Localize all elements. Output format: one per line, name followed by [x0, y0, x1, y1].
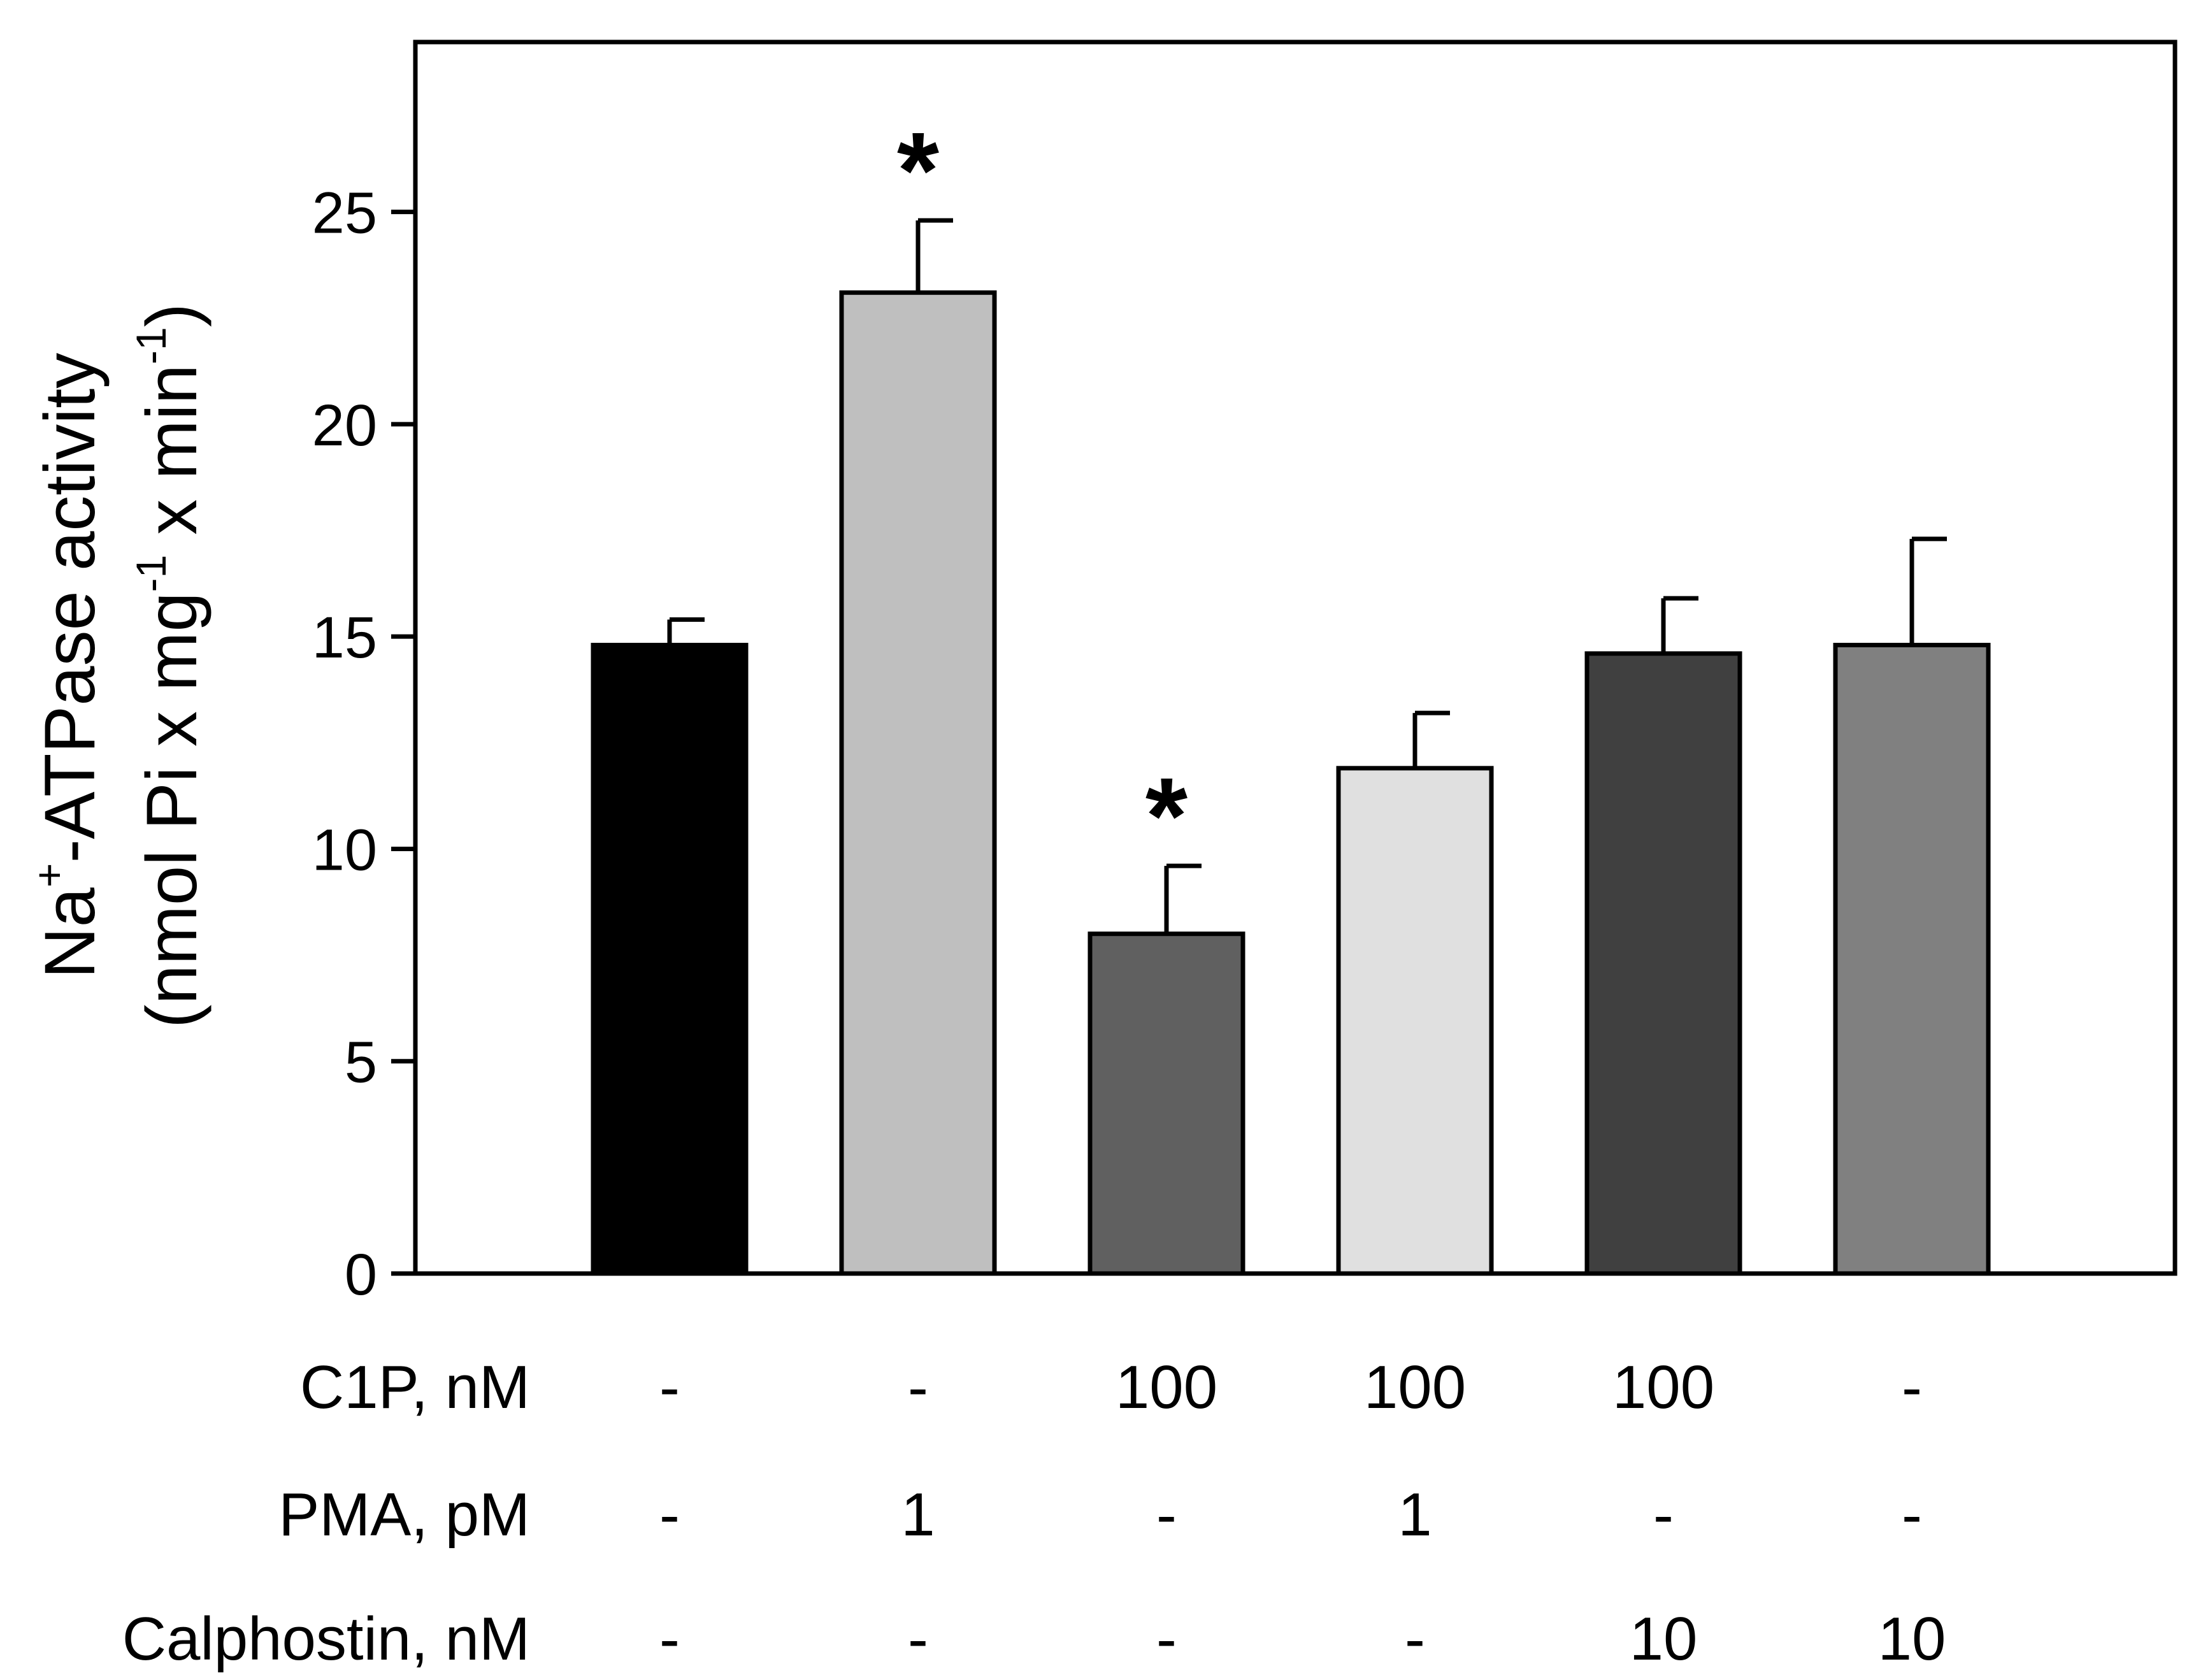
- y-axis-units-b: x min: [132, 364, 212, 555]
- treatment-table: C1P, nM - - 100 100 100 - PMA, pM - 1 - 1 - - Calphost…: [122, 1353, 1946, 1673]
- bar-4: [1336, 766, 1494, 1276]
- y-tick-label-0: 0: [345, 1242, 377, 1307]
- treatment-row-label-3: Calphostin, nM: [122, 1605, 530, 1673]
- y-axis: 0 5 10 15 20 25: [312, 181, 415, 1307]
- y-tick-label-10: 10: [312, 817, 377, 882]
- treatment-cell-3-6: 10: [1878, 1605, 1946, 1673]
- treatment-cell-2-4: 1: [1398, 1481, 1432, 1549]
- treatment-cell-3-5: 10: [1630, 1605, 1698, 1673]
- y-axis-label-sup-plus: +: [25, 863, 73, 888]
- y-axis-label: Na+-ATPase activity: [25, 353, 110, 979]
- bar-2: [839, 290, 997, 1276]
- significance-marker-2: *: [897, 110, 939, 231]
- significance-markers: **: [897, 110, 1188, 877]
- treatment-cell-3-3: -: [1156, 1605, 1177, 1673]
- treatment-cell-2-5: -: [1653, 1481, 1674, 1549]
- bar-6: [1833, 643, 1991, 1276]
- y-axis-label-activity: -ATPase activity: [30, 353, 110, 863]
- treatment-cell-2-3: -: [1156, 1481, 1177, 1549]
- y-tick-label-5: 5: [345, 1030, 377, 1095]
- treatment-cell-3-1: -: [659, 1605, 680, 1673]
- treatment-cell-1-4: 100: [1364, 1353, 1466, 1421]
- treatment-row-label-2: PMA, pM: [278, 1481, 530, 1549]
- treatment-cell-3-2: -: [908, 1605, 928, 1673]
- treatment-cell-2-1: -: [659, 1481, 680, 1549]
- y-tick-label-20: 20: [312, 393, 377, 458]
- plot-frame: [413, 39, 2178, 1276]
- y-axis-units-sup1: -1: [127, 555, 175, 592]
- y-axis-label-na: Na: [30, 887, 110, 979]
- bar-5: [1584, 651, 1742, 1276]
- treatment-row-label-1: C1P, nM: [300, 1353, 530, 1421]
- treatment-cell-1-5: 100: [1612, 1353, 1714, 1421]
- treatment-cell-3-4: -: [1405, 1605, 1425, 1673]
- treatment-cell-1-2: -: [908, 1353, 928, 1421]
- y-axis-units-a: (nmol Pi x mg: [132, 592, 212, 1028]
- error-bars: [667, 218, 1947, 934]
- bars: [591, 290, 1991, 1276]
- bar-3: [1087, 931, 1245, 1276]
- y-axis-units-sup2: -1: [127, 327, 175, 364]
- treatment-cell-2-2: 1: [901, 1481, 935, 1549]
- significance-marker-3: *: [1145, 756, 1188, 877]
- y-axis-units-c: ): [132, 303, 212, 327]
- bar-1: [591, 643, 749, 1276]
- treatment-cell-1-3: 100: [1116, 1353, 1217, 1421]
- treatment-cell-1-1: -: [659, 1353, 680, 1421]
- treatment-cell-2-6: -: [1902, 1481, 1922, 1549]
- y-tick-label-15: 15: [312, 605, 377, 670]
- treatment-cell-1-6: -: [1902, 1353, 1922, 1421]
- y-axis-units: (nmol Pi x mg-1 x min-1): [127, 303, 212, 1028]
- y-tick-label-25: 25: [312, 181, 377, 246]
